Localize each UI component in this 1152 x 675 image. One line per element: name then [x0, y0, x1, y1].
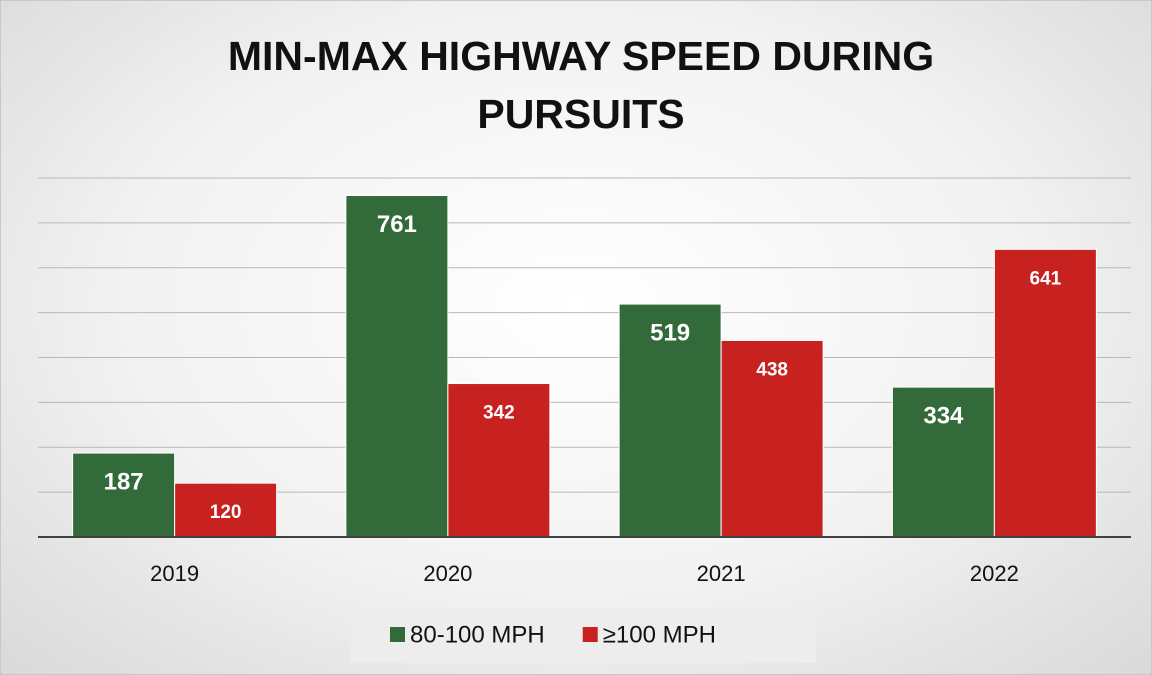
chart-title: MIN-MAX HIGHWAY SPEED DURING PURSUITS [227, 33, 935, 137]
data-label: 641 [1030, 268, 1062, 289]
data-label: 519 [650, 319, 690, 346]
bar [447, 383, 551, 538]
bar [618, 303, 722, 538]
x-tick-label: 2019 [150, 561, 199, 586]
data-label: 120 [210, 502, 242, 523]
bar [345, 195, 449, 538]
legend-label: ≥100 MPH [603, 621, 716, 648]
bar [72, 452, 176, 538]
bar [891, 386, 995, 538]
bar [174, 482, 278, 538]
bar [720, 339, 824, 538]
data-label: 761 [377, 211, 417, 238]
bar [993, 248, 1097, 538]
data-label: 334 [923, 402, 964, 429]
data-label: 438 [756, 359, 788, 380]
legend-swatch [390, 627, 405, 642]
legend-swatch [582, 627, 598, 642]
data-label: 187 [104, 468, 144, 495]
x-tick-label: 2020 [423, 561, 472, 586]
data-label: 342 [483, 403, 515, 424]
legend-label: 80-100 MPH [410, 621, 545, 648]
x-tick-label: 2021 [697, 561, 746, 586]
x-tick-label: 2022 [970, 561, 1019, 586]
